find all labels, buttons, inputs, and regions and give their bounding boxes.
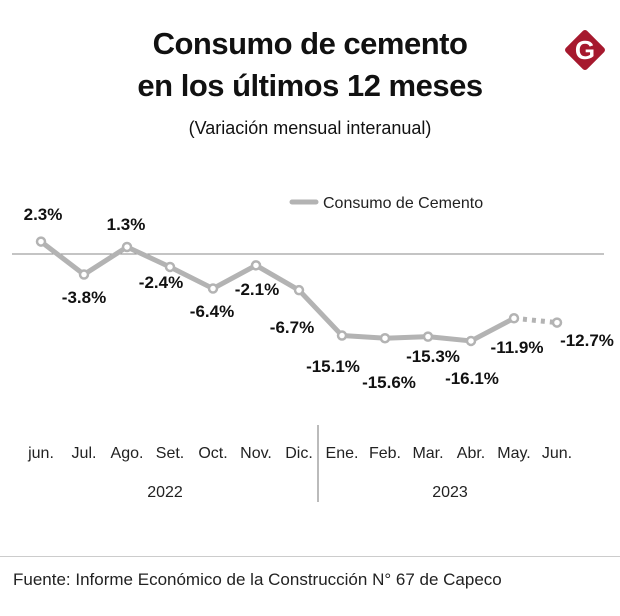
title-line-1: Consumo de cemento xyxy=(152,26,468,61)
data-point xyxy=(422,331,434,342)
data-point xyxy=(207,283,219,294)
x-tick-label: Abr. xyxy=(457,445,485,462)
data-point xyxy=(78,269,90,280)
data-point xyxy=(336,330,348,341)
legend-label: Consumo de Cemento xyxy=(323,195,483,212)
data-label: 1.3% xyxy=(107,215,146,234)
x-tick-label: jun. xyxy=(27,445,54,462)
x-tick-label: Mar. xyxy=(412,445,443,462)
data-point xyxy=(164,261,176,273)
subtitle: (Variación mensual interanual) xyxy=(188,118,432,138)
data-point xyxy=(379,332,391,344)
x-tick-label: Ago. xyxy=(111,445,144,462)
line-segment xyxy=(210,262,259,292)
line-chart: Consumo de Cemento 2.3% -3.8% 1.3% -2.4% -6.4… xyxy=(12,195,614,502)
title-line-2: en los últimos 12 meses xyxy=(137,68,483,103)
data-label: -15.6% xyxy=(362,373,416,392)
line-segment xyxy=(382,334,431,341)
footer-divider xyxy=(0,556,620,557)
data-label: -11.9% xyxy=(491,338,544,357)
data-point xyxy=(121,241,133,253)
data-label: 2.3% xyxy=(24,205,63,224)
x-tick-label: Set. xyxy=(156,445,184,462)
x-tick-label: Ene. xyxy=(326,445,359,462)
data-label: -2.4% xyxy=(139,273,183,292)
data-label: -16.1% xyxy=(445,369,499,388)
data-label: -3.8% xyxy=(62,288,106,307)
line-segment xyxy=(425,334,474,344)
year-label: 2023 xyxy=(432,484,468,501)
x-tick-label: Jun. xyxy=(542,445,572,462)
x-tick-label: Dic. xyxy=(285,445,313,462)
data-label: -6.7% xyxy=(270,318,314,337)
data-label: -12.7% xyxy=(560,331,614,350)
svg-text:G: G xyxy=(575,35,595,65)
line-segment xyxy=(296,287,345,339)
data-point xyxy=(508,313,520,324)
line-segment xyxy=(38,239,87,278)
line-segment xyxy=(124,244,173,270)
line-segment xyxy=(167,264,216,292)
line-segment-projected xyxy=(513,315,558,326)
x-tick-label: Oct. xyxy=(198,445,227,462)
x-tick-label: Nov. xyxy=(240,445,272,462)
line-segment xyxy=(81,244,130,278)
logo-icon: G xyxy=(565,30,605,70)
data-label: -15.3% xyxy=(406,347,460,366)
data-label: -6.4% xyxy=(190,302,234,321)
data-point xyxy=(465,335,477,347)
data-point xyxy=(551,317,563,328)
line-segment xyxy=(253,262,302,293)
x-tick-label: May. xyxy=(497,445,530,462)
data-point xyxy=(250,260,262,271)
x-tick-label: Feb. xyxy=(369,445,401,462)
data-point xyxy=(293,284,305,296)
data-point xyxy=(35,236,47,247)
data-label: -15.1% xyxy=(306,357,360,376)
x-tick-label: Jul. xyxy=(72,445,97,462)
year-label: 2022 xyxy=(147,484,183,501)
line-segment xyxy=(339,333,388,341)
line-segment xyxy=(468,315,517,344)
source-note: Fuente: Informe Económico de la Construc… xyxy=(13,570,502,589)
data-label: -2.1% xyxy=(235,280,279,299)
